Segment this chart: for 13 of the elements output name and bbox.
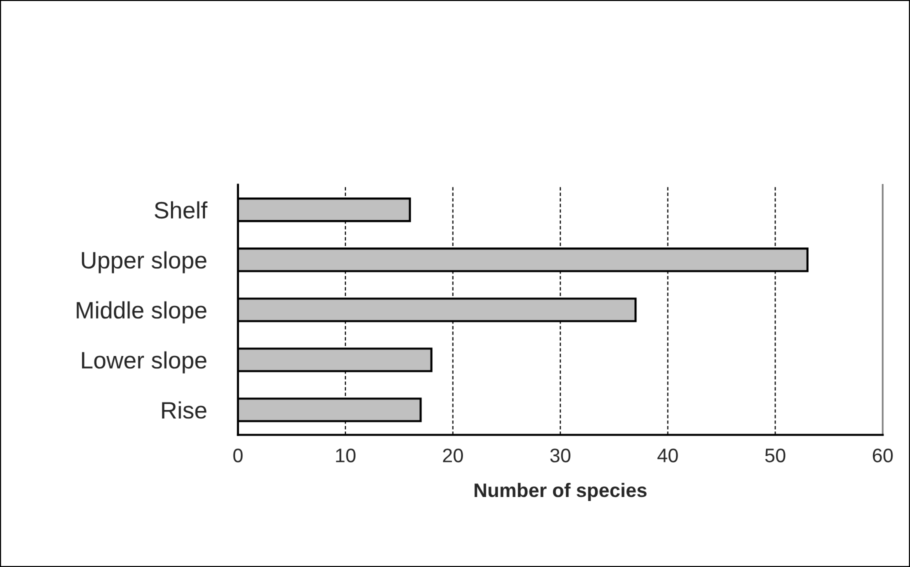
x-tick-label: 20: [443, 448, 463, 462]
x-tick-label: 0: [233, 448, 243, 462]
y-tick-label: Shelf: [154, 201, 208, 219]
x-tick-label: 50: [765, 448, 786, 462]
x-tick-label: 60: [872, 448, 893, 462]
x-tick-label: 30: [550, 448, 570, 462]
y-tick-label: Lower slope: [82, 351, 206, 374]
x-axis-title: Number of species: [474, 482, 647, 501]
y-tick-label: Rise: [162, 401, 206, 419]
x-tick-label: 40: [657, 448, 678, 462]
x-tick-label: 10: [336, 448, 356, 462]
y-tick-label: Upper slope: [82, 251, 206, 274]
y-tick-label: Middle slope: [76, 301, 206, 324]
